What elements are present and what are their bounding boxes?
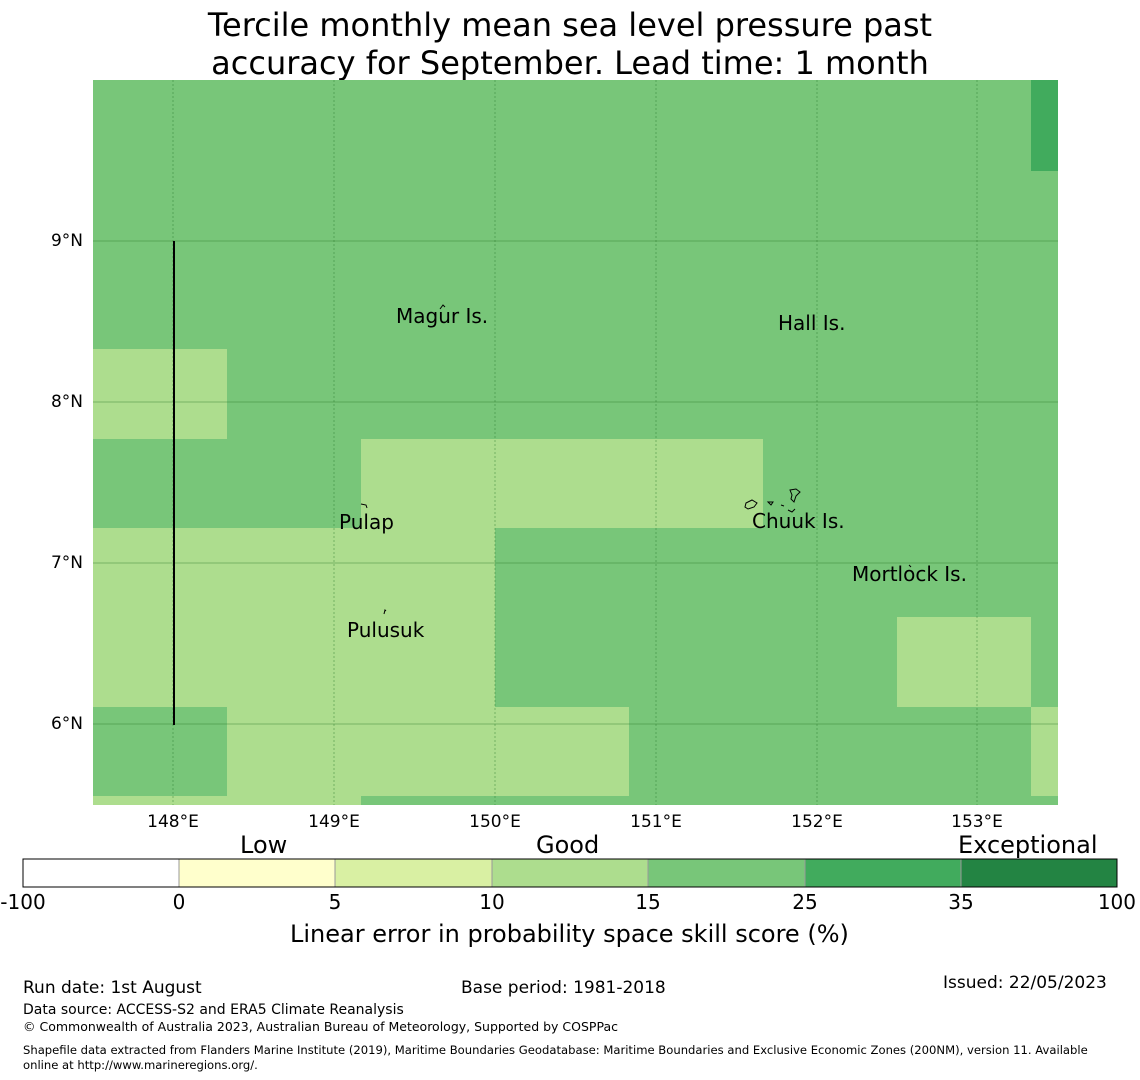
colorbar-tick: -100	[0, 890, 46, 914]
colorbar-category-low: Low	[240, 831, 288, 859]
colorbar-category-good: Good	[536, 831, 600, 859]
skill-cell	[93, 349, 227, 439]
place-label-hall: Hall Is.	[778, 311, 846, 335]
colorbar-category-exceptional: Exceptional	[958, 831, 1098, 859]
colorbar-swatch	[179, 859, 335, 887]
skill-cell	[93, 528, 495, 707]
colorbar-label: Linear error in probability space skill …	[290, 920, 849, 948]
chart-title: Tercile monthly mean sea level pressure …	[0, 6, 1140, 82]
colorbar-tick: 5	[328, 890, 342, 914]
place-label-chuuk: Chuuk Is.	[752, 509, 845, 533]
island-outlines	[360, 304, 912, 615]
place-label-pulusuk: Pulusuk	[347, 618, 425, 642]
skill-cell	[1031, 80, 1058, 171]
base-period: Base period: 1981-2018	[461, 978, 666, 998]
title-line-2: accuracy for September. Lead time: 1 mon…	[211, 44, 929, 82]
lon-label: 151°E	[630, 812, 682, 832]
lon-label: 153°E	[951, 812, 1003, 832]
shapefile-credit-line-1: Shapefile data extracted from Flanders M…	[23, 1043, 1088, 1057]
copyright: © Commonwealth of Australia 2023, Austra…	[23, 1019, 618, 1034]
colorbar-swatch	[335, 859, 492, 887]
place-label-magur: Magur Is.	[396, 304, 489, 328]
colorbar-tick: 100	[1097, 890, 1136, 914]
shapefile-credit-line-2: online at http://www.marineregions.org/.	[23, 1058, 258, 1072]
skill-cell	[227, 707, 629, 796]
colorbar-swatch	[648, 859, 805, 887]
lon-label: 152°E	[791, 812, 843, 832]
run-date: Run date: 1st August	[23, 978, 202, 998]
skill-cell	[93, 796, 361, 805]
colorbar-swatch	[805, 859, 961, 887]
colorbar-tick: 15	[635, 890, 661, 914]
lon-label: 149°E	[308, 812, 360, 832]
issued-date: Issued: 22/05/2023	[943, 973, 1107, 993]
colorbar-swatch	[23, 859, 179, 887]
colorbar-swatch	[961, 859, 1117, 887]
lon-label: 150°E	[469, 812, 521, 832]
skill-cell	[1031, 707, 1058, 796]
lon-label: 148°E	[147, 812, 199, 832]
skill-cell	[897, 617, 1031, 707]
colorbar-tick: 10	[479, 890, 505, 914]
lat-label: 7°N	[50, 553, 83, 573]
colorbar-tick: 25	[792, 890, 818, 914]
data-source: Data source: ACCESS-S2 and ERA5 Climate …	[23, 1002, 404, 1018]
lat-label: 6°N	[50, 714, 83, 734]
lat-label: 8°N	[50, 392, 83, 412]
colorbar-frame	[22, 858, 1118, 888]
lat-label: 9°N	[50, 231, 83, 251]
colorbar-swatch	[492, 859, 648, 887]
colorbar-tick: 35	[948, 890, 974, 914]
gridlines	[93, 80, 1058, 805]
place-label-pulap: Pulap	[339, 510, 394, 534]
title-line-1: Tercile monthly mean sea level pressure …	[207, 6, 933, 44]
place-label-mortlock: Mortlock Is.	[852, 562, 967, 586]
colorbar-tick: 0	[172, 890, 186, 914]
skill-cell	[361, 439, 763, 528]
